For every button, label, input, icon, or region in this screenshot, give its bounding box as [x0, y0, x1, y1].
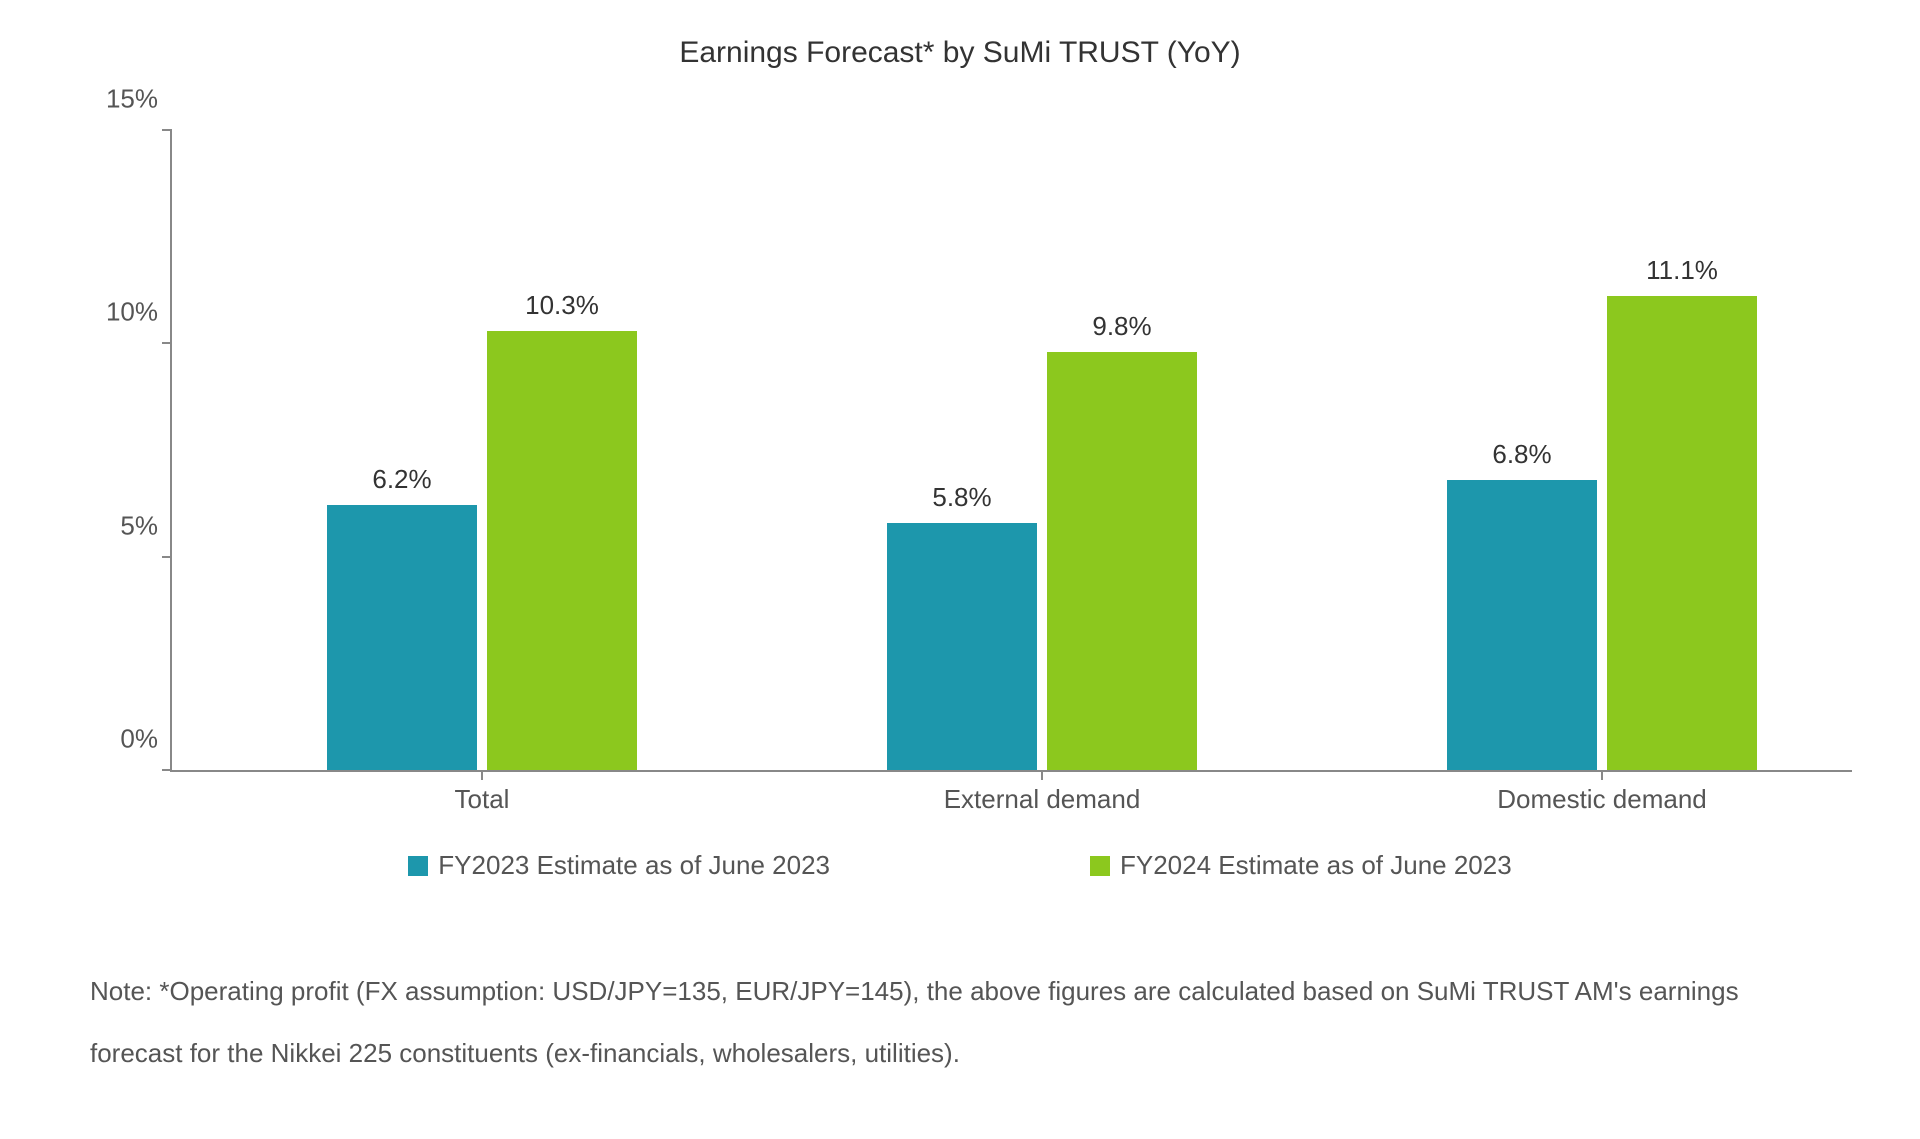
- bar-fy2024-domestic: 11.1%: [1607, 296, 1757, 770]
- bar-fy2023-external: 5.8%: [887, 523, 1037, 770]
- legend-label: FY2024 Estimate as of June 2023: [1120, 850, 1512, 881]
- y-axis-tick-label: 5%: [120, 510, 158, 541]
- legend-swatch: [1090, 856, 1110, 876]
- bar-value-label: 6.2%: [372, 464, 431, 495]
- y-axis-tick-label: 0%: [120, 724, 158, 755]
- bar-value-label: 9.8%: [1092, 311, 1151, 342]
- bar-fy2023-total: 6.2%: [327, 505, 477, 770]
- bar-fy2023-domestic: 6.8%: [1447, 480, 1597, 770]
- plot-area: 0% 5% 10% 15% 6.2% 10.3% Total 5.8% 9.8%…: [170, 130, 1852, 772]
- legend-item-fy2023: FY2023 Estimate as of June 2023: [408, 850, 830, 881]
- y-axis-tick-label: 10%: [106, 297, 158, 328]
- bar-fy2024-total: 10.3%: [487, 331, 637, 770]
- y-axis-tick-mark: [162, 769, 172, 771]
- chart-title: Earnings Forecast* by SuMi TRUST (YoY): [0, 36, 1920, 70]
- x-axis-category-label: External demand: [944, 784, 1141, 815]
- legend-label: FY2023 Estimate as of June 2023: [438, 850, 830, 881]
- y-axis-tick-label: 15%: [106, 84, 158, 115]
- legend-item-fy2024: FY2024 Estimate as of June 2023: [1090, 850, 1512, 881]
- bar-value-label: 6.8%: [1492, 439, 1551, 470]
- x-axis-category-label: Domestic demand: [1497, 784, 1707, 815]
- y-axis-tick-mark: [162, 556, 172, 558]
- chart-container: Earnings Forecast* by SuMi TRUST (YoY) 0…: [0, 0, 1920, 1139]
- y-axis-tick-mark: [162, 342, 172, 344]
- x-axis-tick-mark: [1601, 770, 1603, 780]
- x-axis-tick-mark: [1041, 770, 1043, 780]
- bar-value-label: 11.1%: [1646, 255, 1718, 286]
- legend-swatch: [408, 856, 428, 876]
- x-axis-tick-mark: [481, 770, 483, 780]
- x-axis-category-label: Total: [455, 784, 510, 815]
- bar-fy2024-external: 9.8%: [1047, 352, 1197, 770]
- bar-value-label: 10.3%: [525, 290, 599, 321]
- chart-footnote: Note: *Operating profit (FX assumption: …: [90, 960, 1830, 1085]
- bar-value-label: 5.8%: [932, 482, 991, 513]
- y-axis-tick-mark: [162, 129, 172, 131]
- legend: FY2023 Estimate as of June 2023 FY2024 E…: [0, 850, 1920, 881]
